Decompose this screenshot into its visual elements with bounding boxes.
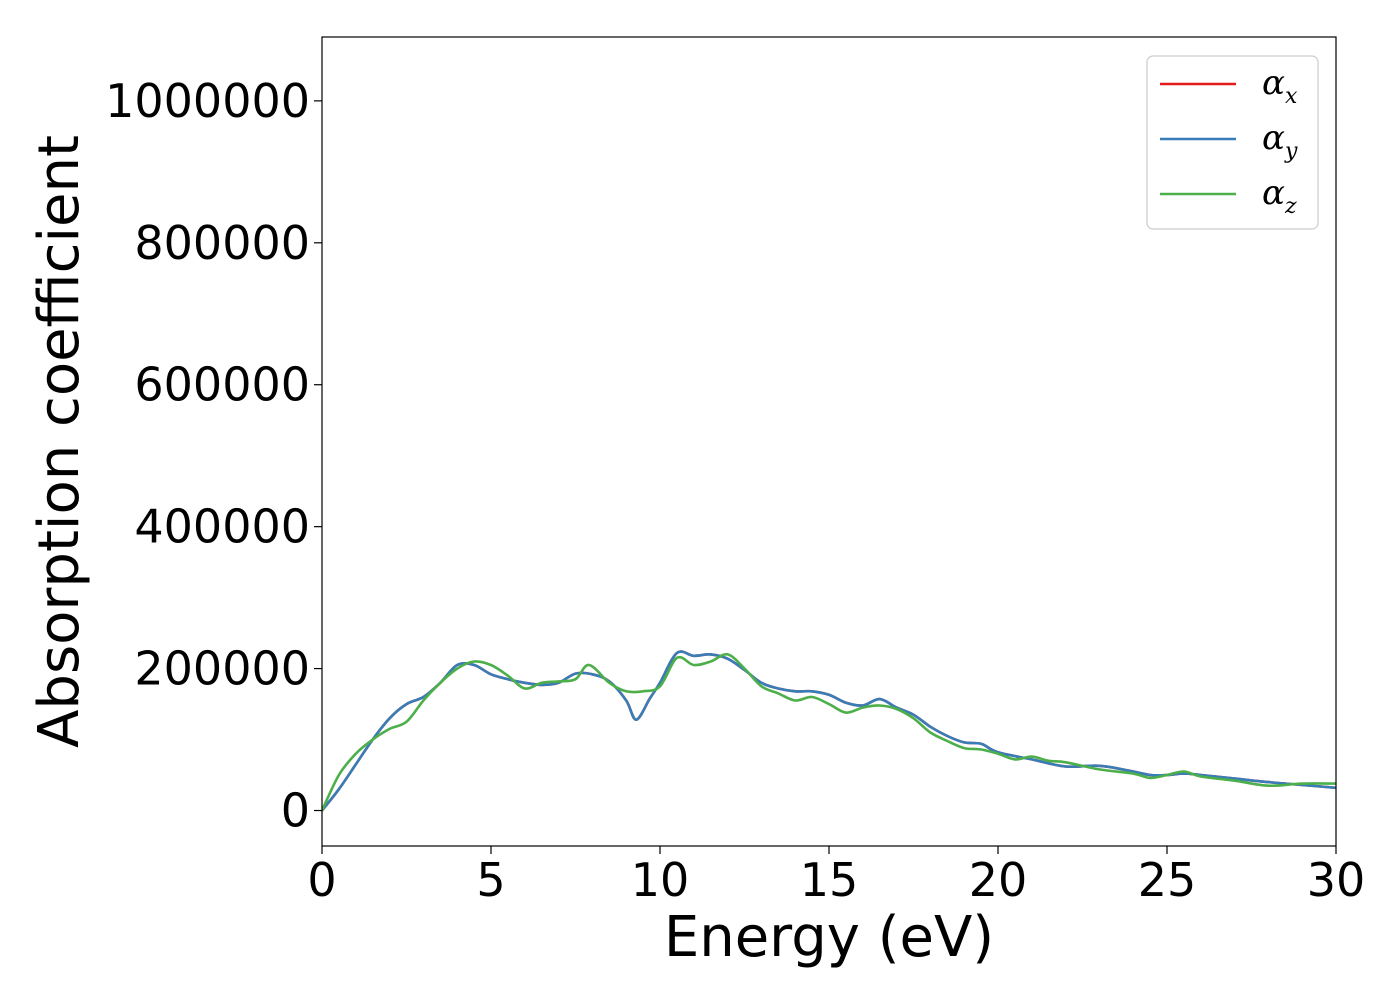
y-tick-label: 400000 (134, 500, 310, 554)
x-tick-label: 15 (800, 853, 859, 907)
y-tick-label: 1000000 (105, 74, 310, 128)
y-tick-label: 200000 (134, 642, 310, 696)
ticks-layer: 0 5 10 15 20 25 30 0 200000 400000 600000 800000 100… (105, 74, 1365, 907)
x-tick-label: 10 (631, 853, 690, 907)
legend-box (1146, 55, 1319, 230)
x-tick-label: 0 (307, 853, 336, 907)
legend-label-x: αx (1262, 63, 1298, 109)
x-tick-label: 30 (1307, 853, 1366, 907)
y-tick-label: 0 (281, 784, 310, 838)
x-tick-label: 20 (969, 853, 1028, 907)
y-axis-label: Absorption coefficient (27, 135, 92, 748)
x-axis-label: Energy (eV) (664, 905, 994, 970)
x-tick-label: 5 (476, 853, 505, 907)
legend-label-z: αz (1262, 173, 1297, 219)
x-tick-label: 25 (1138, 853, 1197, 907)
series-layer (322, 650, 1336, 812)
legend: αx αy αz (1146, 55, 1319, 230)
legend-label-y: αy (1262, 118, 1298, 164)
y-tick-label: 600000 (134, 358, 310, 412)
y-tick-label: 800000 (134, 216, 310, 270)
series-line-z (322, 652, 1336, 812)
